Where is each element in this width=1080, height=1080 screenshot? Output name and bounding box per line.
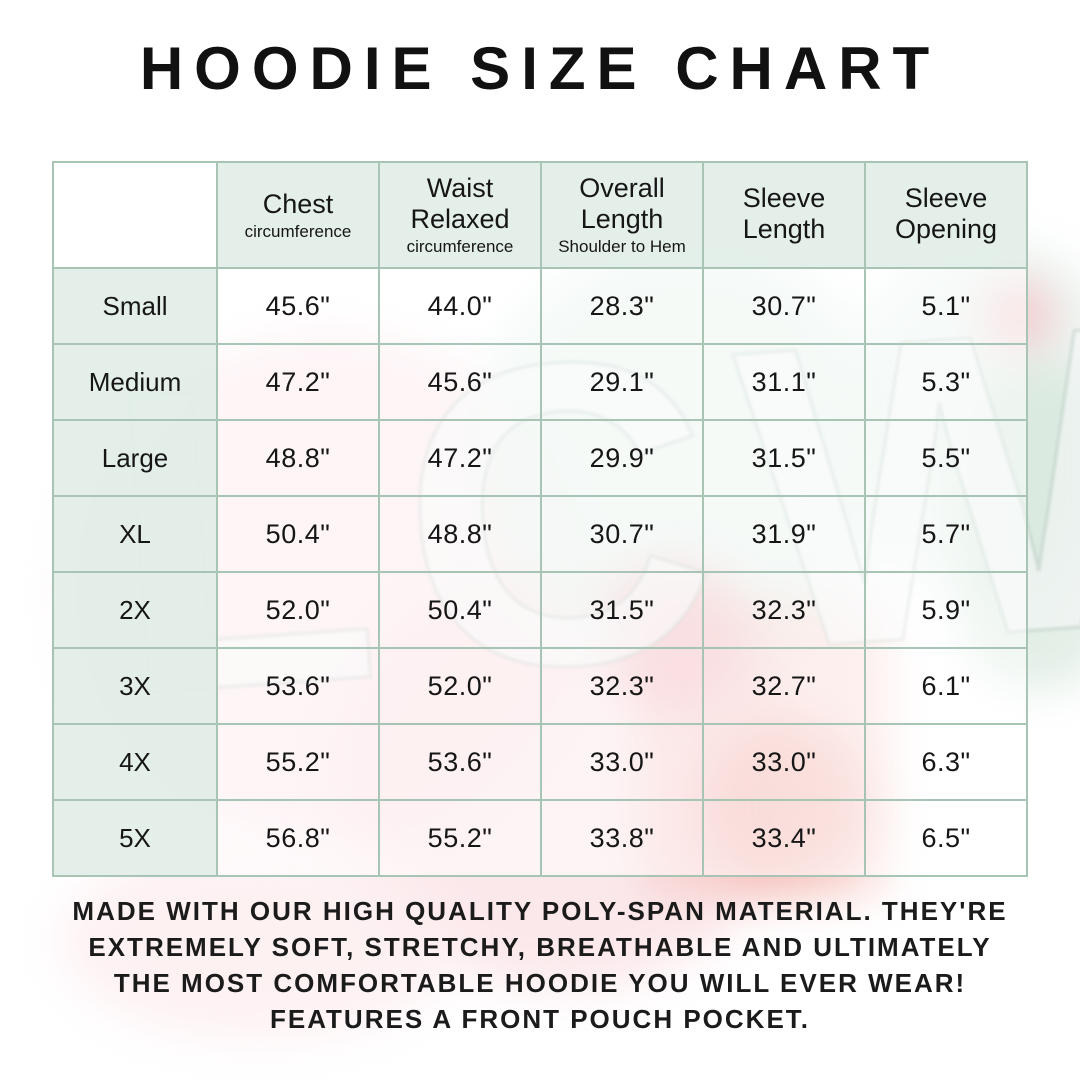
size-label: Large bbox=[52, 419, 218, 497]
overall-length-value: 29.9" bbox=[540, 419, 704, 497]
chest-value: 45.6" bbox=[216, 267, 380, 345]
waist-value: 50.4" bbox=[378, 571, 542, 649]
column-header-label: Sleeve Opening bbox=[894, 183, 998, 244]
waist-value: 48.8" bbox=[378, 495, 542, 573]
chest-value: 52.0" bbox=[216, 571, 380, 649]
page-title: HOODIE SIZE CHART bbox=[139, 35, 941, 102]
table-row: 2X 52.0" 50.4" 31.5" 32.3" 5.9" bbox=[52, 571, 1028, 649]
overall-length-value: 28.3" bbox=[540, 267, 704, 345]
table-row: 3X 53.6" 52.0" 32.3" 32.7" 6.1" bbox=[52, 647, 1028, 725]
description-line: THE MOST COMFORTABLE HOODIE YOU WILL EVE… bbox=[113, 968, 967, 998]
sleeve-opening-value: 5.5" bbox=[864, 419, 1028, 497]
sleeve-length-value: 32.3" bbox=[702, 571, 866, 649]
column-header-chest: Chest circumference bbox=[216, 161, 380, 269]
size-chart-table: Chest circumference Waist Relaxed circum… bbox=[52, 161, 1028, 877]
material-description: MADE WITH OUR HIGH QUALITY POLY-SPAN MAT… bbox=[0, 893, 1080, 1037]
sleeve-opening-value: 5.3" bbox=[864, 343, 1028, 421]
chest-value: 56.8" bbox=[216, 799, 380, 877]
waist-value: 47.2" bbox=[378, 419, 542, 497]
column-header-label: Waist Relaxed bbox=[410, 173, 510, 234]
overall-length-value: 29.1" bbox=[540, 343, 704, 421]
column-header-sleeve-length: Sleeve Length bbox=[702, 161, 866, 269]
column-header-label: Chest bbox=[262, 188, 334, 219]
sleeve-length-value: 33.0" bbox=[702, 723, 866, 801]
waist-value: 53.6" bbox=[378, 723, 542, 801]
table-row: Medium 47.2" 45.6" 29.1" 31.1" 5.3" bbox=[52, 343, 1028, 421]
sleeve-opening-value: 6.1" bbox=[864, 647, 1028, 725]
overall-length-value: 30.7" bbox=[540, 495, 704, 573]
chest-value: 50.4" bbox=[216, 495, 380, 573]
waist-value: 52.0" bbox=[378, 647, 542, 725]
overall-length-value: 33.8" bbox=[540, 799, 704, 877]
size-label: 3X bbox=[52, 647, 218, 725]
waist-value: 55.2" bbox=[378, 799, 542, 877]
table-row: 5X 56.8" 55.2" 33.8" 33.4" 6.5" bbox=[52, 799, 1028, 877]
size-label: XL bbox=[52, 495, 218, 573]
sleeve-length-value: 31.9" bbox=[702, 495, 866, 573]
description-line: EXTREMELY SOFT, STRETCHY, BREATHABLE AND… bbox=[88, 932, 992, 962]
table-row: 4X 55.2" 53.6" 33.0" 33.0" 6.3" bbox=[52, 723, 1028, 801]
chest-value: 47.2" bbox=[216, 343, 380, 421]
table-row: XL 50.4" 48.8" 30.7" 31.9" 5.7" bbox=[52, 495, 1028, 573]
description-line: MADE WITH OUR HIGH QUALITY POLY-SPAN MAT… bbox=[72, 896, 1008, 926]
column-header-sleeve-opening: Sleeve Opening bbox=[864, 161, 1028, 269]
size-label: 4X bbox=[52, 723, 218, 801]
overall-length-value: 33.0" bbox=[540, 723, 704, 801]
sleeve-length-value: 33.4" bbox=[702, 799, 866, 877]
description-line: FEATURES A FRONT POUCH POCKET. bbox=[269, 1004, 811, 1034]
column-header-label: Sleeve Length bbox=[742, 183, 826, 244]
size-table-body: Small 45.6" 44.0" 28.3" 30.7" 5.1" Mediu… bbox=[52, 267, 1028, 877]
sleeve-opening-value: 5.7" bbox=[864, 495, 1028, 573]
column-header-waist: Waist Relaxed circumference bbox=[378, 161, 542, 269]
sleeve-length-value: 31.1" bbox=[702, 343, 866, 421]
overall-length-value: 32.3" bbox=[540, 647, 704, 725]
chest-value: 48.8" bbox=[216, 419, 380, 497]
sleeve-opening-value: 6.5" bbox=[864, 799, 1028, 877]
size-label: 5X bbox=[52, 799, 218, 877]
size-label: 2X bbox=[52, 571, 218, 649]
column-header-sublabel: circumference bbox=[244, 221, 352, 241]
sleeve-opening-value: 6.3" bbox=[864, 723, 1028, 801]
table-row: Large 48.8" 47.2" 29.9" 31.5" 5.5" bbox=[52, 419, 1028, 497]
header-row: Chest circumference Waist Relaxed circum… bbox=[52, 161, 1028, 269]
sleeve-opening-value: 5.9" bbox=[864, 571, 1028, 649]
column-header-sublabel: Shoulder to Hem bbox=[558, 237, 686, 256]
overall-length-value: 31.5" bbox=[540, 571, 704, 649]
sleeve-length-value: 31.5" bbox=[702, 419, 866, 497]
corner-blank-cell bbox=[52, 161, 218, 269]
sleeve-length-value: 32.7" bbox=[702, 647, 866, 725]
table-row: Small 45.6" 44.0" 28.3" 30.7" 5.1" bbox=[52, 267, 1028, 345]
sleeve-opening-value: 5.1" bbox=[864, 267, 1028, 345]
column-header-label: Overall Length bbox=[579, 173, 665, 234]
column-header-sublabel: circumference bbox=[406, 237, 514, 256]
size-chart-table-wrap: Chest circumference Waist Relaxed circum… bbox=[52, 161, 1028, 877]
chest-value: 55.2" bbox=[216, 723, 380, 801]
size-label: Small bbox=[52, 267, 218, 345]
chest-value: 53.6" bbox=[216, 647, 380, 725]
column-header-overall-length: Overall Length Shoulder to Hem bbox=[540, 161, 704, 269]
sleeve-length-value: 30.7" bbox=[702, 267, 866, 345]
waist-value: 44.0" bbox=[378, 267, 542, 345]
waist-value: 45.6" bbox=[378, 343, 542, 421]
size-label: Medium bbox=[52, 343, 218, 421]
